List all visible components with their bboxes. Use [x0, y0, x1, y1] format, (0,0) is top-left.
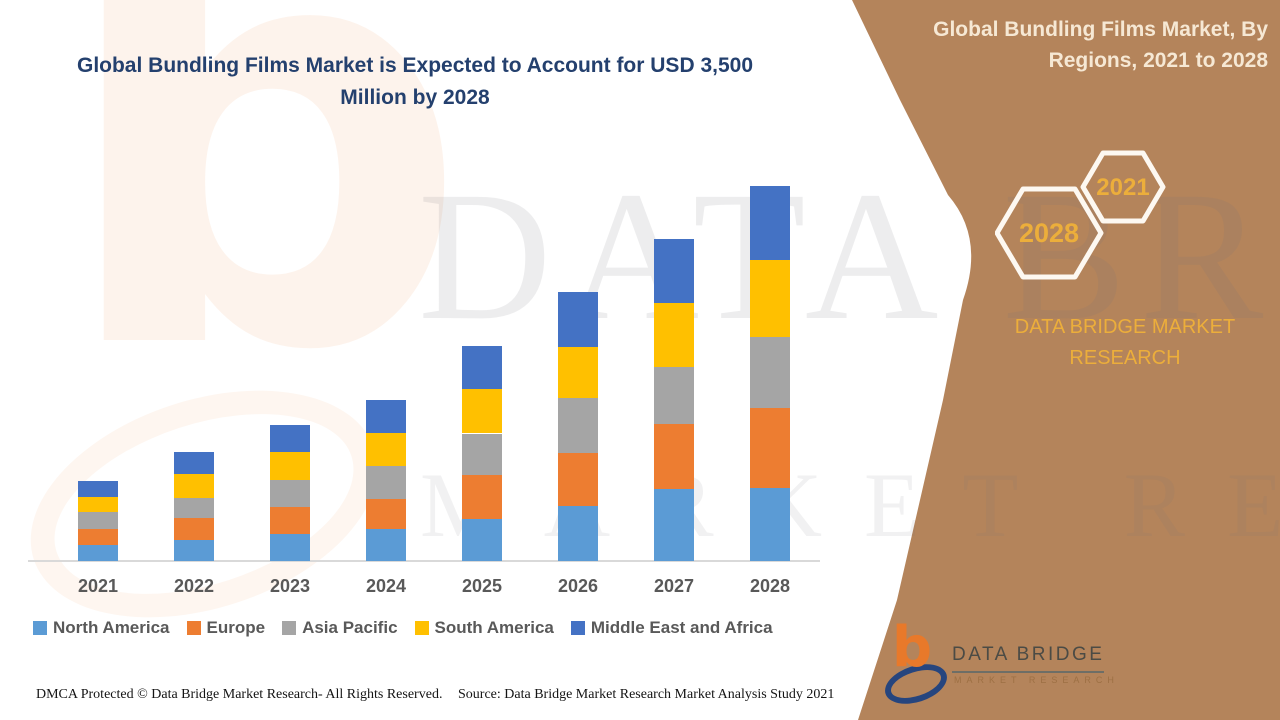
legend-item-south-america: South America	[414, 618, 554, 638]
bar-segment-2023-asia-pacific	[270, 479, 310, 508]
bar-segment-2022-south-america	[174, 473, 214, 499]
dmca-notice: DMCA Protected © Data Bridge Market Rese…	[36, 687, 443, 702]
bar-segment-2027-middle-east-and-africa	[654, 239, 694, 304]
legend-item-north-america: North America	[33, 618, 170, 638]
bar-segment-2027-europe	[654, 423, 694, 489]
legend-label: South America	[434, 618, 554, 637]
panel-title: Global Bundling Films Market, By Regions…	[933, 18, 1268, 72]
bar-segment-2028-north-america	[750, 487, 790, 561]
bar-segment-2024-europe	[366, 498, 406, 530]
legend-swatch-icon	[570, 621, 585, 635]
bar-segment-2026-middle-east-and-africa	[558, 291, 598, 347]
x-axis-line	[28, 560, 820, 562]
x-axis-label-2021: 2021	[77, 576, 119, 596]
logo-name: DATA BRIDGE	[952, 644, 1105, 673]
bar-segment-2028-asia-pacific	[750, 337, 790, 409]
bar-segment-2024-asia-pacific	[366, 465, 406, 499]
bar-segment-2021-north-america	[78, 544, 118, 561]
bar-segment-2021-south-america	[78, 496, 118, 512]
bar-segment-2022-middle-east-and-africa	[174, 452, 214, 474]
hexagon-badge-2021	[1080, 150, 1166, 224]
chart-legend: North America Europe Asia Pacific South Ame…	[33, 618, 773, 638]
legend-label: Middle East and Africa	[590, 618, 773, 637]
bar-segment-2027-north-america	[654, 488, 694, 561]
bar-segment-2026-europe	[558, 453, 598, 506]
bar-segment-2023-europe	[270, 507, 310, 535]
bar-segment-2021-middle-east-and-africa	[78, 481, 118, 497]
brand-text: DATA BRIDGE MARKET RESEARCH	[1014, 316, 1236, 369]
bar-segment-2028-europe	[750, 408, 790, 488]
legend-swatch-icon	[186, 621, 201, 635]
hexagon-badge-2028	[995, 186, 1104, 280]
data-bridge-logo: b DATA BRIDGE MARKET RESEARCH	[880, 620, 1114, 712]
legend-label: Europe	[206, 618, 266, 637]
bar-segment-2024-north-america	[366, 529, 406, 561]
bar-segment-2021-europe	[78, 528, 118, 545]
x-axis-label-2028: 2028	[749, 576, 791, 596]
bar-segment-2028-south-america	[750, 260, 790, 338]
bar-segment-2025-south-america	[462, 389, 502, 434]
bar-segment-2027-asia-pacific	[654, 366, 694, 424]
bar-segment-2022-asia-pacific	[174, 498, 214, 518]
x-axis-label-2027: 2027	[653, 576, 695, 596]
bar-segment-2021-asia-pacific	[78, 511, 118, 529]
bar-segment-2024-south-america	[366, 432, 406, 466]
legend-label: Asia Pacific	[302, 618, 398, 637]
bar-segment-2025-middle-east-and-africa	[462, 346, 502, 390]
legend-label: North America	[53, 618, 170, 637]
x-axis-label-2025: 2025	[461, 576, 503, 596]
bar-segment-2027-south-america	[654, 303, 694, 367]
badge-year-2028: 2028	[1019, 218, 1079, 248]
bar-segment-2023-middle-east-and-africa	[270, 425, 310, 453]
badge-year-2021: 2021	[1096, 174, 1149, 201]
legend-swatch-icon	[414, 621, 429, 635]
bar-segment-2022-europe	[174, 517, 214, 541]
logo-tagline: MARKET RESEARCH	[954, 675, 1119, 685]
bar-segment-2023-north-america	[270, 534, 310, 561]
legend-swatch-icon	[33, 621, 47, 635]
year-badges: 2028 2021	[995, 150, 1166, 280]
x-axis-label-2024: 2024	[365, 576, 407, 596]
bar-segment-2026-south-america	[558, 346, 598, 398]
bar-segment-2024-middle-east-and-africa	[366, 399, 406, 433]
bar-segment-2025-asia-pacific	[462, 433, 502, 475]
source-note: Source: Data Bridge Market Research Mark…	[458, 687, 835, 702]
legend-item-europe: Europe	[186, 618, 266, 638]
bar-segment-2025-europe	[462, 474, 502, 520]
chart-bars: 2021 2022 2023 2024 2025 2026 2027 2028	[28, 186, 820, 596]
watermark-logo-b-icon: b	[55, 0, 471, 477]
legend-swatch-icon	[282, 621, 297, 635]
logo-b-icon: b	[892, 615, 933, 680]
brown-panel-shape	[852, 0, 1280, 720]
bar-segment-2026-asia-pacific	[558, 397, 598, 454]
bar-segment-2023-south-america	[270, 452, 310, 480]
x-axis-label-2022: 2022	[173, 576, 215, 596]
bar-segment-2026-north-america	[558, 505, 598, 561]
x-axis-label-2023: 2023	[269, 576, 311, 596]
bar-segment-2028-middle-east-and-africa	[750, 186, 790, 261]
x-axis-label-2026: 2026	[557, 576, 599, 596]
bar-segment-2025-north-america	[462, 519, 502, 561]
chart-title: Global Bundling Films Market is Expected…	[76, 54, 753, 109]
legend-item-asia-pacific: Asia Pacific	[282, 618, 398, 638]
legend-item-middle-east-and-africa: Middle East and Africa	[570, 618, 773, 638]
bar-segment-2022-north-america	[174, 540, 214, 561]
